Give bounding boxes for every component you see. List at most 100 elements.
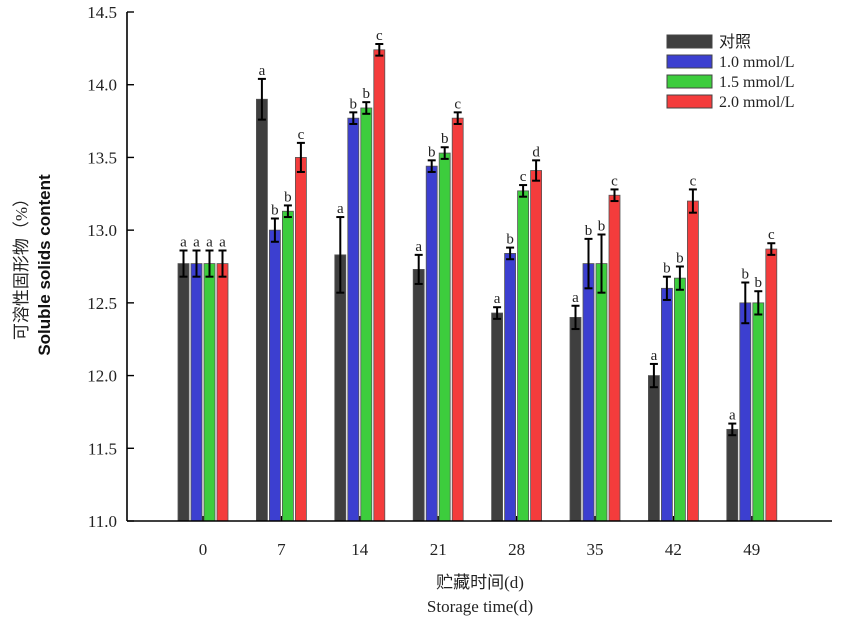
legend-label: 对照	[719, 33, 751, 51]
significance-label: a	[651, 348, 658, 364]
significance-label: b	[271, 203, 279, 219]
legend-label: 1.5 mmol/L	[719, 74, 795, 91]
bar	[608, 194, 621, 522]
bar	[412, 269, 425, 522]
y-axis-title-cn: 可溶性固形物（%）	[12, 190, 31, 340]
y-tick-label: 13.5	[87, 148, 117, 167]
bar-group-day-35: a b b c	[569, 173, 621, 522]
legend-swatch	[666, 34, 713, 49]
x-tick-label: 0	[199, 540, 208, 559]
y-tick-label: 12.0	[87, 367, 117, 386]
bar	[216, 263, 229, 522]
bar	[203, 263, 216, 522]
bar-group-day-7: a bb c	[255, 63, 307, 522]
y-tick-label: 11.0	[88, 512, 117, 531]
bar	[425, 165, 438, 522]
significance-label: b	[350, 96, 358, 112]
significance-label: b	[598, 219, 606, 235]
legend-item: 对照	[666, 33, 751, 51]
bar	[661, 287, 673, 522]
significance-label: c	[376, 28, 383, 44]
significance-label: b	[363, 86, 371, 102]
y-tick-label: 14.0	[87, 76, 117, 95]
x-ticks: 0 7 14 21 28 35 42 49	[199, 516, 760, 559]
significance-label: a	[206, 235, 213, 251]
significance-label: a	[259, 63, 266, 79]
significance-label: a	[572, 290, 579, 306]
bar	[438, 152, 451, 522]
significance-label: b	[428, 144, 436, 160]
significance-label: c	[611, 173, 618, 189]
bar	[739, 302, 752, 522]
bar	[569, 316, 582, 522]
significance-label: b	[742, 266, 750, 282]
bar	[504, 253, 517, 522]
y-tick-label: 14.5	[87, 3, 117, 22]
significance-label: d	[532, 144, 540, 160]
x-tick-label: 28	[508, 540, 525, 559]
x-tick-label: 42	[665, 540, 682, 559]
bar-group-day-14: a bb c	[334, 28, 386, 522]
x-axis-title-en: Storage time(d)	[427, 597, 533, 616]
bar	[491, 312, 504, 522]
significance-label: c	[454, 96, 461, 112]
significance-label: a	[415, 239, 422, 255]
y-ticks: 11.0 11.5 12.0 12.5 13.0 13.5 14.0 14.5	[87, 3, 134, 531]
significance-label: b	[663, 261, 671, 277]
bar	[726, 428, 739, 522]
bar	[674, 277, 686, 522]
bar	[595, 263, 608, 522]
axes-layer	[126, 12, 832, 522]
legend-swatch	[666, 54, 713, 69]
significance-label: b	[585, 223, 593, 239]
bar	[582, 263, 595, 522]
y-tick-label: 13.0	[87, 221, 117, 240]
bar-group-day-21: a bb c	[412, 96, 464, 522]
bar	[255, 98, 268, 522]
bar	[334, 254, 347, 522]
bar	[451, 117, 464, 522]
significance-label: c	[768, 227, 775, 243]
legend-item: 2.0 mmol/L	[666, 94, 795, 111]
y-tick-label: 12.5	[87, 294, 117, 313]
significance-label: a	[337, 201, 344, 217]
bar	[294, 157, 307, 522]
x-tick-label: 21	[430, 540, 447, 559]
x-axis-title-cn: 贮藏时间(d)	[436, 573, 524, 592]
bar-group-day-42: a bb c	[648, 173, 699, 522]
x-tick-label: 35	[587, 540, 604, 559]
significance-label: c	[690, 173, 697, 189]
significance-label: a	[193, 235, 200, 251]
bar-group-day-28: a b cd	[491, 144, 542, 522]
significance-label: a	[180, 235, 187, 251]
bar	[517, 190, 529, 522]
x-tick-label: 7	[277, 540, 286, 559]
legend-item: 1.0 mmol/L	[666, 54, 795, 71]
bar	[268, 229, 281, 522]
significance-label: a	[729, 408, 736, 424]
legend-swatch	[666, 74, 713, 89]
bar	[281, 210, 294, 522]
significance-label: b	[755, 275, 763, 291]
legend: 对照 1.0 mmol/L 1.5 mmol/L 2.0 mmol/L	[666, 33, 795, 111]
bar	[373, 49, 386, 522]
significance-label: a	[494, 291, 501, 307]
bar-group-day-49: a bb c	[726, 227, 778, 522]
legend-swatch	[666, 94, 713, 109]
significance-label: b	[676, 251, 684, 267]
x-tick-label: 49	[743, 540, 760, 559]
bar	[752, 302, 765, 522]
legend-label: 1.0 mmol/L	[719, 54, 795, 71]
y-axis-title-en: Soluble solids content	[35, 174, 54, 356]
legend-label: 2.0 mmol/L	[719, 94, 795, 111]
y-tick-label: 11.5	[88, 439, 117, 458]
significance-label: c	[298, 127, 305, 143]
bar	[687, 200, 699, 522]
significance-label: b	[284, 189, 292, 205]
bar	[648, 375, 660, 522]
bar	[765, 248, 778, 522]
legend-item: 1.5 mmol/L	[666, 74, 795, 91]
